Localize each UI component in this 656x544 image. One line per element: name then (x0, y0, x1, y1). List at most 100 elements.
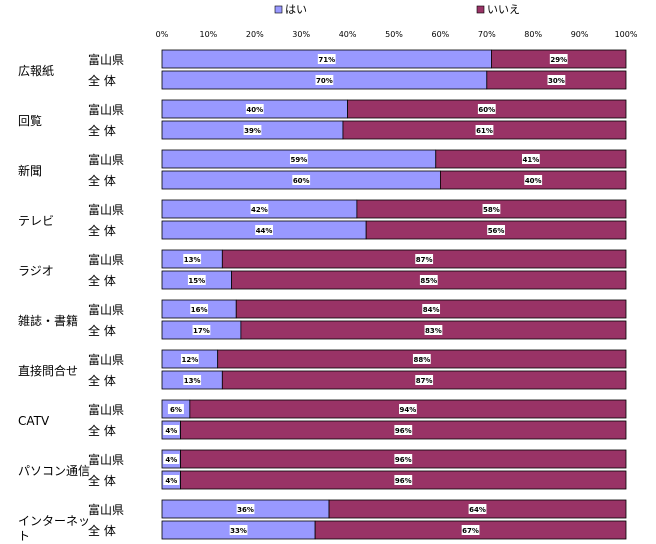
row-label: 富山県 (88, 252, 124, 267)
category-label: 雑誌・書籍 (18, 313, 78, 328)
data-label-bg (394, 425, 413, 435)
data-label-bg (236, 504, 255, 514)
x-tick-label: 90% (571, 30, 589, 39)
data-label-bg (183, 375, 202, 385)
data-label: 60% (478, 106, 495, 114)
data-label-bg (461, 525, 480, 535)
data-label-bg (394, 454, 413, 464)
data-label-bg (245, 104, 264, 114)
category-label: CATV (18, 414, 50, 428)
data-label: 67% (462, 527, 479, 535)
data-label-bg (180, 354, 199, 364)
data-label-bg (250, 204, 269, 214)
data-label: 96% (395, 477, 412, 485)
x-tick-label: 0% (156, 30, 169, 39)
data-label: 6% (170, 406, 182, 414)
data-label-bg (163, 454, 180, 464)
data-label-bg (292, 175, 311, 185)
row-label: 全 体 (88, 323, 116, 338)
data-label-bg (482, 204, 501, 214)
data-label-bg (524, 175, 543, 185)
legend-label-0: はい (285, 3, 307, 16)
data-label-bg (315, 75, 334, 85)
row-label: 富山県 (88, 402, 124, 417)
data-label: 30% (548, 77, 565, 85)
data-label-bg (190, 304, 209, 314)
row-label: 富山県 (88, 202, 124, 217)
row-label: 富山県 (88, 502, 124, 517)
data-label-bg (468, 504, 487, 514)
data-label-bg (183, 254, 202, 264)
data-label: 71% (318, 56, 335, 64)
data-label-bg (422, 304, 441, 314)
data-label: 4% (165, 427, 177, 435)
data-label: 40% (246, 106, 263, 114)
data-label-bg (419, 275, 438, 285)
data-label-bg (289, 154, 308, 164)
data-label-bg (521, 154, 540, 164)
data-label-bg (163, 425, 180, 435)
category-label: インターネッ (18, 514, 90, 528)
x-tick-label: 50% (385, 30, 403, 39)
data-label: 83% (425, 327, 442, 335)
data-label-bg (317, 54, 336, 64)
data-label-bg (243, 125, 262, 135)
data-label: 64% (469, 506, 486, 514)
legend-swatch-1 (476, 5, 485, 14)
data-label: 4% (165, 477, 177, 485)
row-label: 全 体 (88, 273, 116, 288)
data-label-bg (477, 104, 496, 114)
data-label: 16% (191, 306, 208, 314)
data-label: 36% (237, 506, 254, 514)
data-label: 56% (488, 227, 505, 235)
data-label: 12% (181, 356, 198, 364)
data-label-bg (187, 275, 206, 285)
category-label: 新聞 (18, 163, 42, 178)
data-label-bg (394, 475, 413, 485)
row-label: 全 体 (88, 73, 116, 88)
row-label: 全 体 (88, 523, 116, 538)
x-tick-label: 20% (246, 30, 264, 39)
data-label: 29% (550, 56, 567, 64)
data-label-bg (549, 54, 568, 64)
category-label: テレビ (18, 214, 54, 228)
x-tick-label: 60% (432, 30, 450, 39)
category-label: パソコン通信 (18, 464, 90, 478)
row-label: 全 体 (88, 373, 116, 388)
data-label: 41% (522, 156, 539, 164)
x-tick-label: 30% (292, 30, 310, 39)
data-label: 87% (416, 256, 433, 264)
data-label: 61% (476, 127, 493, 135)
row-label: 全 体 (88, 123, 116, 138)
data-label: 44% (256, 227, 273, 235)
row-label: 全 体 (88, 473, 116, 488)
data-label: 96% (395, 427, 412, 435)
data-label: 85% (420, 277, 437, 285)
row-label: 全 体 (88, 423, 116, 438)
legend-label-1: いいえ (487, 3, 520, 16)
data-label: 94% (400, 406, 417, 414)
category-label: ト (18, 529, 30, 543)
data-label: 88% (413, 356, 430, 364)
category-label: ラジオ (18, 264, 54, 278)
data-label-bg (399, 404, 417, 414)
x-tick-label: 70% (478, 30, 496, 39)
data-label: 39% (244, 127, 261, 135)
row-label: 富山県 (88, 352, 124, 367)
row-label: 富山県 (88, 52, 124, 67)
data-label: 15% (188, 277, 205, 285)
data-label-bg (192, 325, 211, 335)
category-label: 広報紙 (18, 63, 54, 78)
data-label: 4% (165, 456, 177, 464)
data-label-bg (487, 225, 505, 235)
data-label-bg (229, 525, 248, 535)
data-label-bg (167, 404, 184, 414)
data-label-bg (412, 354, 431, 364)
row-label: 富山県 (88, 302, 124, 317)
data-label: 96% (395, 456, 412, 464)
data-label: 59% (290, 156, 307, 164)
x-tick-label: 100% (615, 30, 638, 39)
data-label: 33% (230, 527, 247, 535)
legend-swatch-0 (274, 5, 283, 14)
